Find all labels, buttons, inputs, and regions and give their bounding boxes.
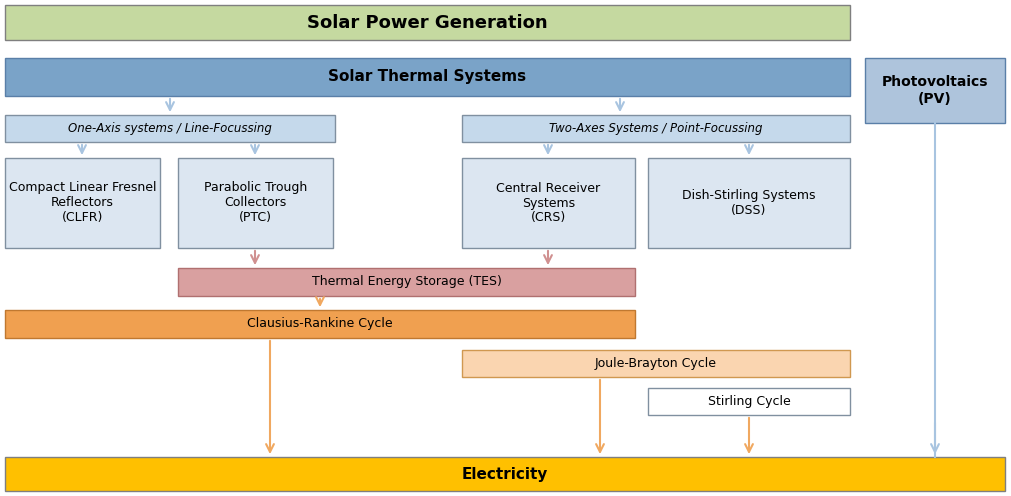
FancyBboxPatch shape <box>462 158 635 248</box>
Text: Clausius-Rankine Cycle: Clausius-Rankine Cycle <box>247 317 393 330</box>
FancyBboxPatch shape <box>5 310 635 338</box>
FancyBboxPatch shape <box>178 158 333 248</box>
FancyBboxPatch shape <box>648 158 850 248</box>
FancyBboxPatch shape <box>648 388 850 415</box>
FancyBboxPatch shape <box>5 457 1005 491</box>
Text: Stirling Cycle: Stirling Cycle <box>708 395 791 408</box>
FancyBboxPatch shape <box>462 350 850 377</box>
Text: Compact Linear Fresnel
Reflectors
(CLFR): Compact Linear Fresnel Reflectors (CLFR) <box>9 182 157 225</box>
Text: Solar Power Generation: Solar Power Generation <box>307 13 548 32</box>
Text: Joule-Brayton Cycle: Joule-Brayton Cycle <box>595 357 717 370</box>
FancyBboxPatch shape <box>5 115 335 142</box>
FancyBboxPatch shape <box>178 268 635 296</box>
Text: Electricity: Electricity <box>462 467 548 482</box>
Text: Photovoltaics
(PV): Photovoltaics (PV) <box>882 75 988 106</box>
Text: One-Axis systems / Line-Focussing: One-Axis systems / Line-Focussing <box>68 122 272 135</box>
Text: Central Receiver
Systems
(CRS): Central Receiver Systems (CRS) <box>496 182 601 225</box>
FancyBboxPatch shape <box>5 158 160 248</box>
FancyBboxPatch shape <box>5 5 850 40</box>
Text: Parabolic Trough
Collectors
(PTC): Parabolic Trough Collectors (PTC) <box>204 182 307 225</box>
Text: Solar Thermal Systems: Solar Thermal Systems <box>329 69 527 84</box>
Text: Thermal Energy Storage (TES): Thermal Energy Storage (TES) <box>311 275 501 289</box>
Text: Dish-Stirling Systems
(DSS): Dish-Stirling Systems (DSS) <box>682 189 816 217</box>
FancyBboxPatch shape <box>462 115 850 142</box>
FancyBboxPatch shape <box>5 58 850 96</box>
FancyBboxPatch shape <box>865 58 1005 123</box>
Text: Two-Axes Systems / Point-Focussing: Two-Axes Systems / Point-Focussing <box>549 122 762 135</box>
